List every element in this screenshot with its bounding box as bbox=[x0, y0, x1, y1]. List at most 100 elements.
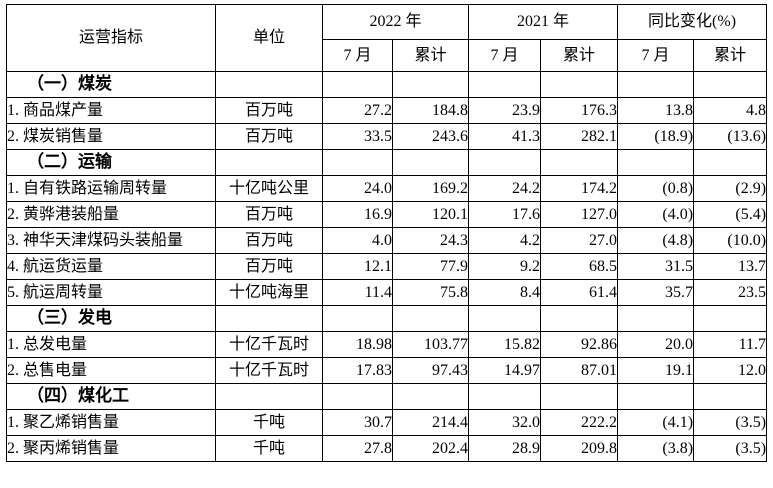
table-row: 2. 总售电量 十亿千瓦时 17.83 97.43 14.97 87.01 19.1 12.0 bbox=[6, 357, 768, 384]
unit-cell: 十亿吨海里 bbox=[215, 279, 323, 306]
value-cell: (4.1) bbox=[617, 409, 695, 436]
value-cell: 11.4 bbox=[322, 279, 393, 306]
value-cell: (18.9) bbox=[617, 123, 695, 150]
value-cell: 169.2 bbox=[391, 175, 470, 202]
value-cell: 92.86 bbox=[540, 331, 619, 358]
value-cell: (3.5) bbox=[693, 435, 768, 462]
table-row: 2. 煤炭销售量 百万吨 33.5 243.6 41.3 282.1 (18.9) (13.6… bbox=[6, 123, 768, 150]
unit-cell: 百万吨 bbox=[215, 97, 323, 124]
unit-cell: 千吨 bbox=[215, 409, 323, 436]
indicator-label: 2. 总售电量 bbox=[6, 357, 216, 384]
table-row: 5. 航运周转量 十亿吨海里 11.4 75.8 8.4 61.4 35.7 23.5 bbox=[6, 279, 768, 306]
indicator-label: 1. 自有铁路运输周转量 bbox=[6, 175, 216, 202]
empty-cell bbox=[617, 71, 695, 98]
value-cell: 28.9 bbox=[468, 435, 542, 462]
value-cell: 97.43 bbox=[391, 357, 470, 384]
value-cell: 176.3 bbox=[540, 97, 619, 124]
operations-report-table: 运营指标 单位 2022 年 2021 年 同比变化(%) 7 月 累计 7 月… bbox=[6, 4, 768, 462]
empty-cell bbox=[322, 71, 393, 98]
value-cell: (3.5) bbox=[693, 409, 768, 436]
value-cell: (3.8) bbox=[617, 435, 695, 462]
unit-cell: 十亿千瓦时 bbox=[215, 331, 323, 358]
value-cell: 87.01 bbox=[540, 357, 619, 384]
empty-cell bbox=[693, 305, 768, 332]
header-group-2021: 2021 年 bbox=[468, 4, 619, 40]
value-cell: 243.6 bbox=[391, 123, 470, 150]
value-cell: 33.5 bbox=[322, 123, 393, 150]
header-unit: 单位 bbox=[215, 4, 323, 72]
indicator-label: 1. 商品煤产量 bbox=[6, 97, 216, 124]
value-cell: 120.1 bbox=[391, 201, 470, 228]
table-header: 运营指标 单位 2022 年 2021 年 同比变化(%) 7 月 累计 7 月… bbox=[6, 4, 768, 72]
value-cell: (13.6) bbox=[693, 123, 768, 150]
value-cell: 202.4 bbox=[391, 435, 470, 462]
unit-cell: 百万吨 bbox=[215, 123, 323, 150]
indicator-label: 1. 聚乙烯销售量 bbox=[6, 409, 216, 436]
value-cell: 75.8 bbox=[391, 279, 470, 306]
value-cell: 184.8 bbox=[391, 97, 470, 124]
value-cell: 15.82 bbox=[468, 331, 542, 358]
indicator-label: 2. 煤炭销售量 bbox=[6, 123, 216, 150]
empty-cell bbox=[617, 305, 695, 332]
empty-cell bbox=[540, 383, 619, 410]
value-cell: 174.2 bbox=[540, 175, 619, 202]
indicator-label: 1. 总发电量 bbox=[6, 331, 216, 358]
value-cell: 31.5 bbox=[617, 253, 695, 280]
value-cell: (10.0) bbox=[693, 227, 768, 254]
value-cell: 24.2 bbox=[468, 175, 542, 202]
unit-cell: 百万吨 bbox=[215, 253, 323, 280]
indicator-label: 5. 航运周转量 bbox=[6, 279, 216, 306]
value-cell: (4.0) bbox=[617, 201, 695, 228]
value-cell: 4.2 bbox=[468, 227, 542, 254]
header-yoy-month: 7 月 bbox=[617, 39, 695, 72]
table-row: 1. 总发电量 十亿千瓦时 18.98 103.77 15.82 92.86 20.0 11.… bbox=[6, 331, 768, 358]
value-cell: 209.8 bbox=[540, 435, 619, 462]
value-cell: 282.1 bbox=[540, 123, 619, 150]
empty-cell bbox=[391, 383, 470, 410]
header-group-2022: 2022 年 bbox=[321, 4, 470, 40]
table-row: 1. 商品煤产量 百万吨 27.2 184.8 23.9 176.3 13.8 4.8 bbox=[6, 97, 768, 124]
header-2021-cumulative: 累计 bbox=[540, 39, 619, 72]
value-cell: 30.7 bbox=[322, 409, 393, 436]
empty-cell bbox=[693, 149, 768, 176]
section-row: （二）运输 bbox=[6, 149, 768, 176]
table-row: 1. 自有铁路运输周转量 十亿吨公里 24.0 169.2 24.2 174.2 (0.8)… bbox=[6, 175, 768, 202]
empty-cell bbox=[468, 71, 542, 98]
table-row: 4. 航运货运量 百万吨 12.1 77.9 9.2 68.5 31.5 13.7 bbox=[6, 253, 768, 280]
empty-cell bbox=[693, 71, 768, 98]
value-cell: 222.2 bbox=[540, 409, 619, 436]
unit-cell: 十亿千瓦时 bbox=[215, 357, 323, 384]
value-cell: (0.8) bbox=[617, 175, 695, 202]
empty-cell bbox=[468, 149, 542, 176]
table-body: （一）煤炭 1. 商品煤产量 百万吨 27.2 184.8 23.9 176.3 13.8 4.… bbox=[6, 71, 768, 462]
empty-cell bbox=[322, 149, 393, 176]
value-cell: 12.0 bbox=[693, 357, 768, 384]
value-cell: 9.2 bbox=[468, 253, 542, 280]
value-cell: 24.3 bbox=[391, 227, 470, 254]
unit-cell: 百万吨 bbox=[215, 227, 323, 254]
value-cell: 13.8 bbox=[617, 97, 695, 124]
value-cell: (4.8) bbox=[617, 227, 695, 254]
empty-cell bbox=[215, 149, 323, 176]
header-indicator: 运营指标 bbox=[6, 4, 216, 72]
header-yoy-cumulative: 累计 bbox=[693, 39, 768, 72]
indicator-label: 2. 黄骅港装船量 bbox=[6, 201, 216, 228]
value-cell: 214.4 bbox=[391, 409, 470, 436]
header-row-groups: 运营指标 单位 2022 年 2021 年 同比变化(%) bbox=[6, 4, 768, 72]
empty-cell bbox=[540, 305, 619, 332]
value-cell: 35.7 bbox=[617, 279, 695, 306]
header-2022-cumulative: 累计 bbox=[391, 39, 470, 72]
empty-cell bbox=[322, 305, 393, 332]
value-cell: 13.7 bbox=[693, 253, 768, 280]
empty-cell bbox=[215, 71, 323, 98]
value-cell: 68.5 bbox=[540, 253, 619, 280]
section-label: （三）发电 bbox=[6, 305, 216, 332]
value-cell: 12.1 bbox=[322, 253, 393, 280]
value-cell: 16.9 bbox=[322, 201, 393, 228]
empty-cell bbox=[617, 149, 695, 176]
value-cell: 103.77 bbox=[391, 331, 470, 358]
header-2021-month: 7 月 bbox=[468, 39, 542, 72]
empty-cell bbox=[322, 383, 393, 410]
empty-cell bbox=[540, 71, 619, 98]
